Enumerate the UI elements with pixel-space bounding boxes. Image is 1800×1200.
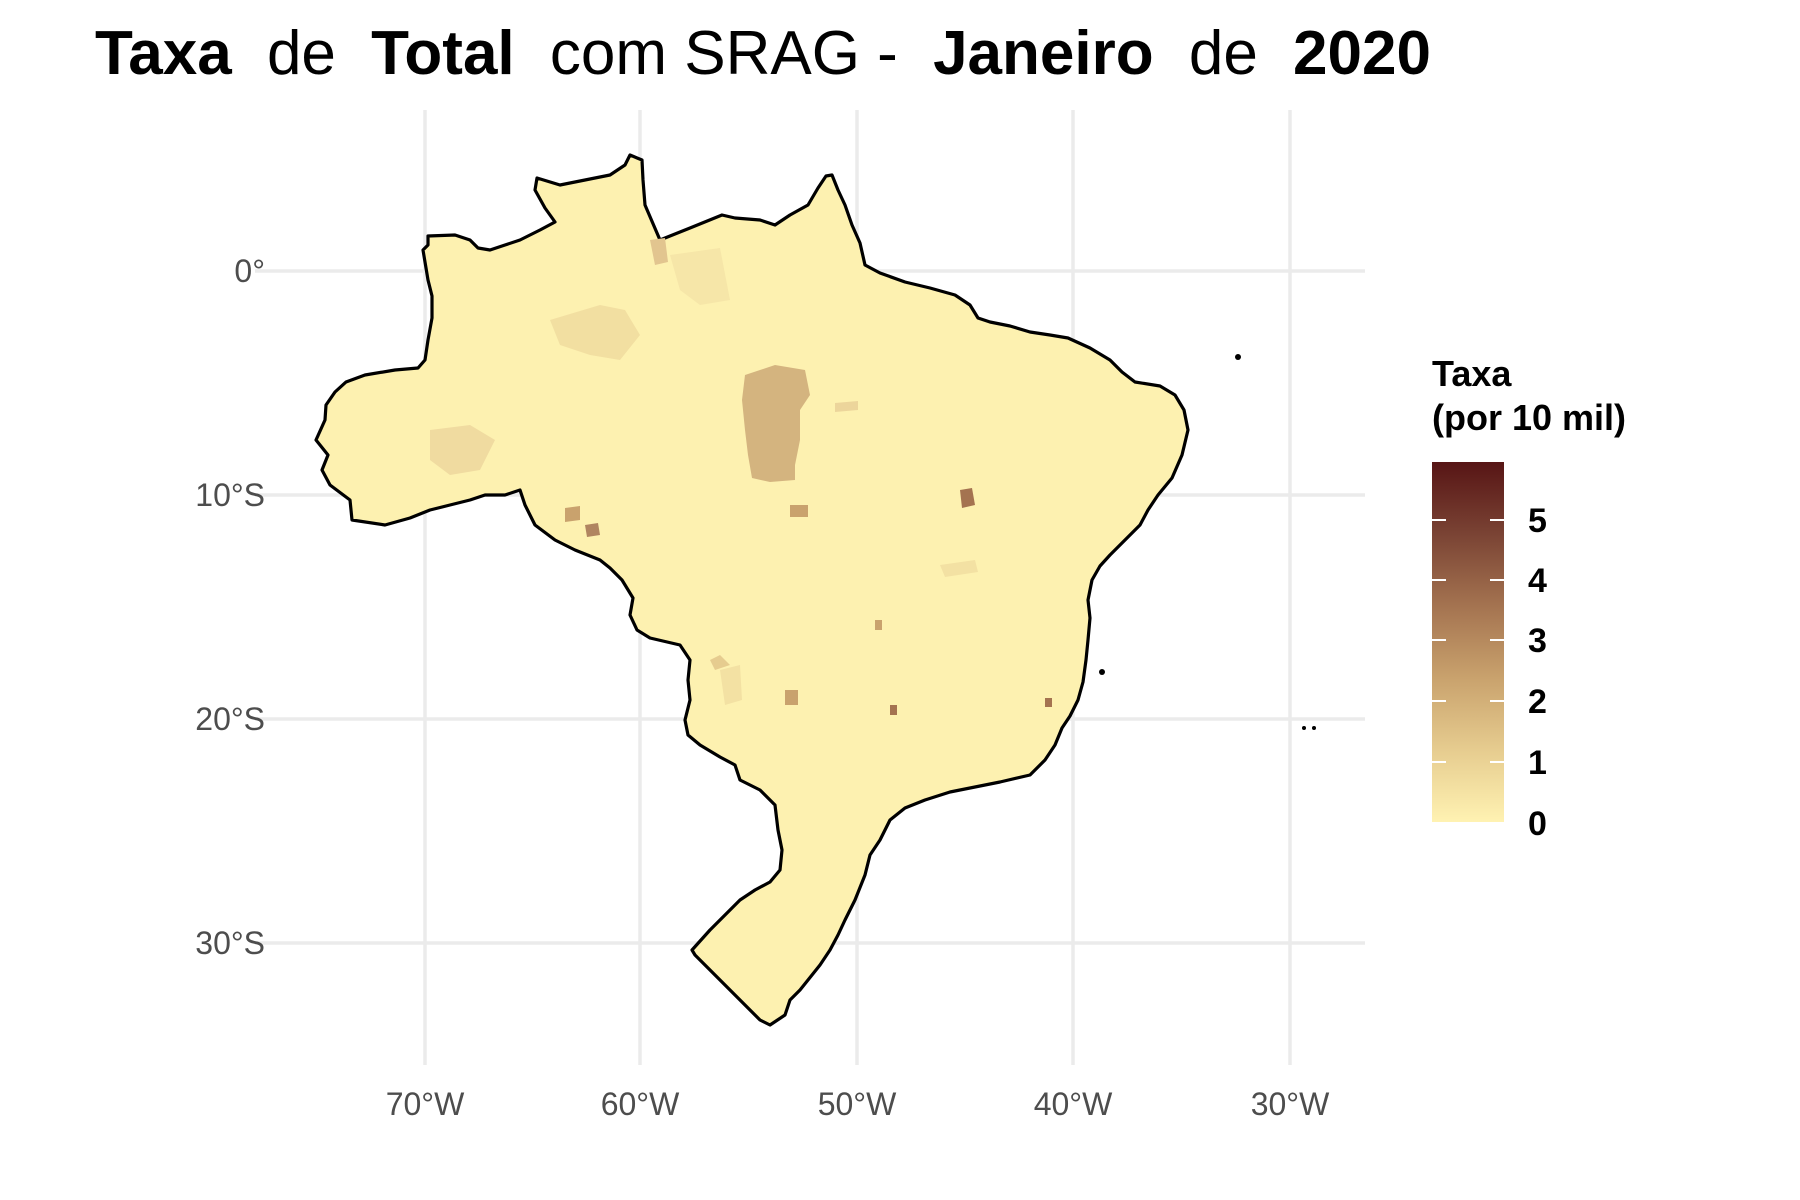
- region-shade: [742, 365, 810, 482]
- legend-tick-label: 5: [1528, 502, 1547, 540]
- region-shade: [430, 425, 495, 475]
- x-tick-label: 50°W: [818, 1086, 897, 1122]
- island: [1235, 354, 1241, 360]
- title-word: Janeiro: [933, 19, 1154, 88]
- legend-title: Taxa (por 10 mil): [1432, 352, 1626, 440]
- legend-colorbar: 0 1 2 3 4 5: [1432, 462, 1547, 843]
- region-shade: [565, 506, 580, 522]
- y-tick-label: 20°S: [195, 701, 265, 737]
- region-shade: [785, 690, 798, 705]
- legend-tick-label: 0: [1528, 805, 1547, 843]
- region-shade: [835, 401, 858, 412]
- title-word: Taxa: [95, 19, 232, 88]
- region-shade: [1045, 698, 1052, 707]
- x-axis: 70°W 60°W 50°W 40°W 30°W: [386, 1086, 1330, 1122]
- title-word: de: [266, 19, 336, 88]
- municipal-shading: [430, 238, 1052, 715]
- legend-title-line: (por 10 mil): [1432, 397, 1627, 438]
- chart-title: Taxa de Total com SRAG - Janeiro de 2020: [95, 18, 1449, 89]
- x-tick-label: 40°W: [1034, 1086, 1113, 1122]
- y-tick-label: 10°S: [195, 477, 265, 513]
- region-shade: [890, 705, 897, 715]
- legend-gradient: [1432, 462, 1504, 822]
- legend-tick-label: 4: [1528, 562, 1547, 600]
- island: [1099, 669, 1105, 675]
- region-shade: [650, 238, 668, 265]
- x-tick-label: 70°W: [386, 1086, 465, 1122]
- title-word: com SRAG -: [549, 19, 898, 88]
- region-shade: [670, 248, 730, 305]
- island: [1302, 726, 1306, 730]
- region-shade: [710, 655, 730, 670]
- region-shade: [790, 505, 808, 517]
- x-tick-label: 60°W: [601, 1086, 680, 1122]
- legend-tick-label: 3: [1528, 622, 1547, 660]
- title-word: Total: [371, 19, 515, 88]
- region-shade: [875, 620, 882, 630]
- region-shade: [940, 560, 978, 577]
- y-tick-label: 0°: [234, 253, 265, 289]
- region-shade: [585, 523, 600, 537]
- brazil-landmass: [314, 153, 1190, 1027]
- legend-tick-label: 2: [1528, 683, 1547, 721]
- island: [1312, 726, 1316, 730]
- region-shade: [720, 665, 742, 705]
- title-word: 2020: [1293, 19, 1431, 88]
- region-shade: [550, 305, 640, 360]
- legend-title-line: Taxa: [1432, 353, 1512, 394]
- region-shade: [960, 488, 975, 508]
- y-tick-label: 30°S: [195, 925, 265, 961]
- y-axis: 0° 10°S 20°S 30°S: [195, 253, 265, 961]
- legend-tick-label: 1: [1528, 744, 1547, 782]
- legend-tick-marks: [1432, 519, 1504, 824]
- x-tick-label: 30°W: [1251, 1086, 1330, 1122]
- title-word: de: [1188, 19, 1258, 88]
